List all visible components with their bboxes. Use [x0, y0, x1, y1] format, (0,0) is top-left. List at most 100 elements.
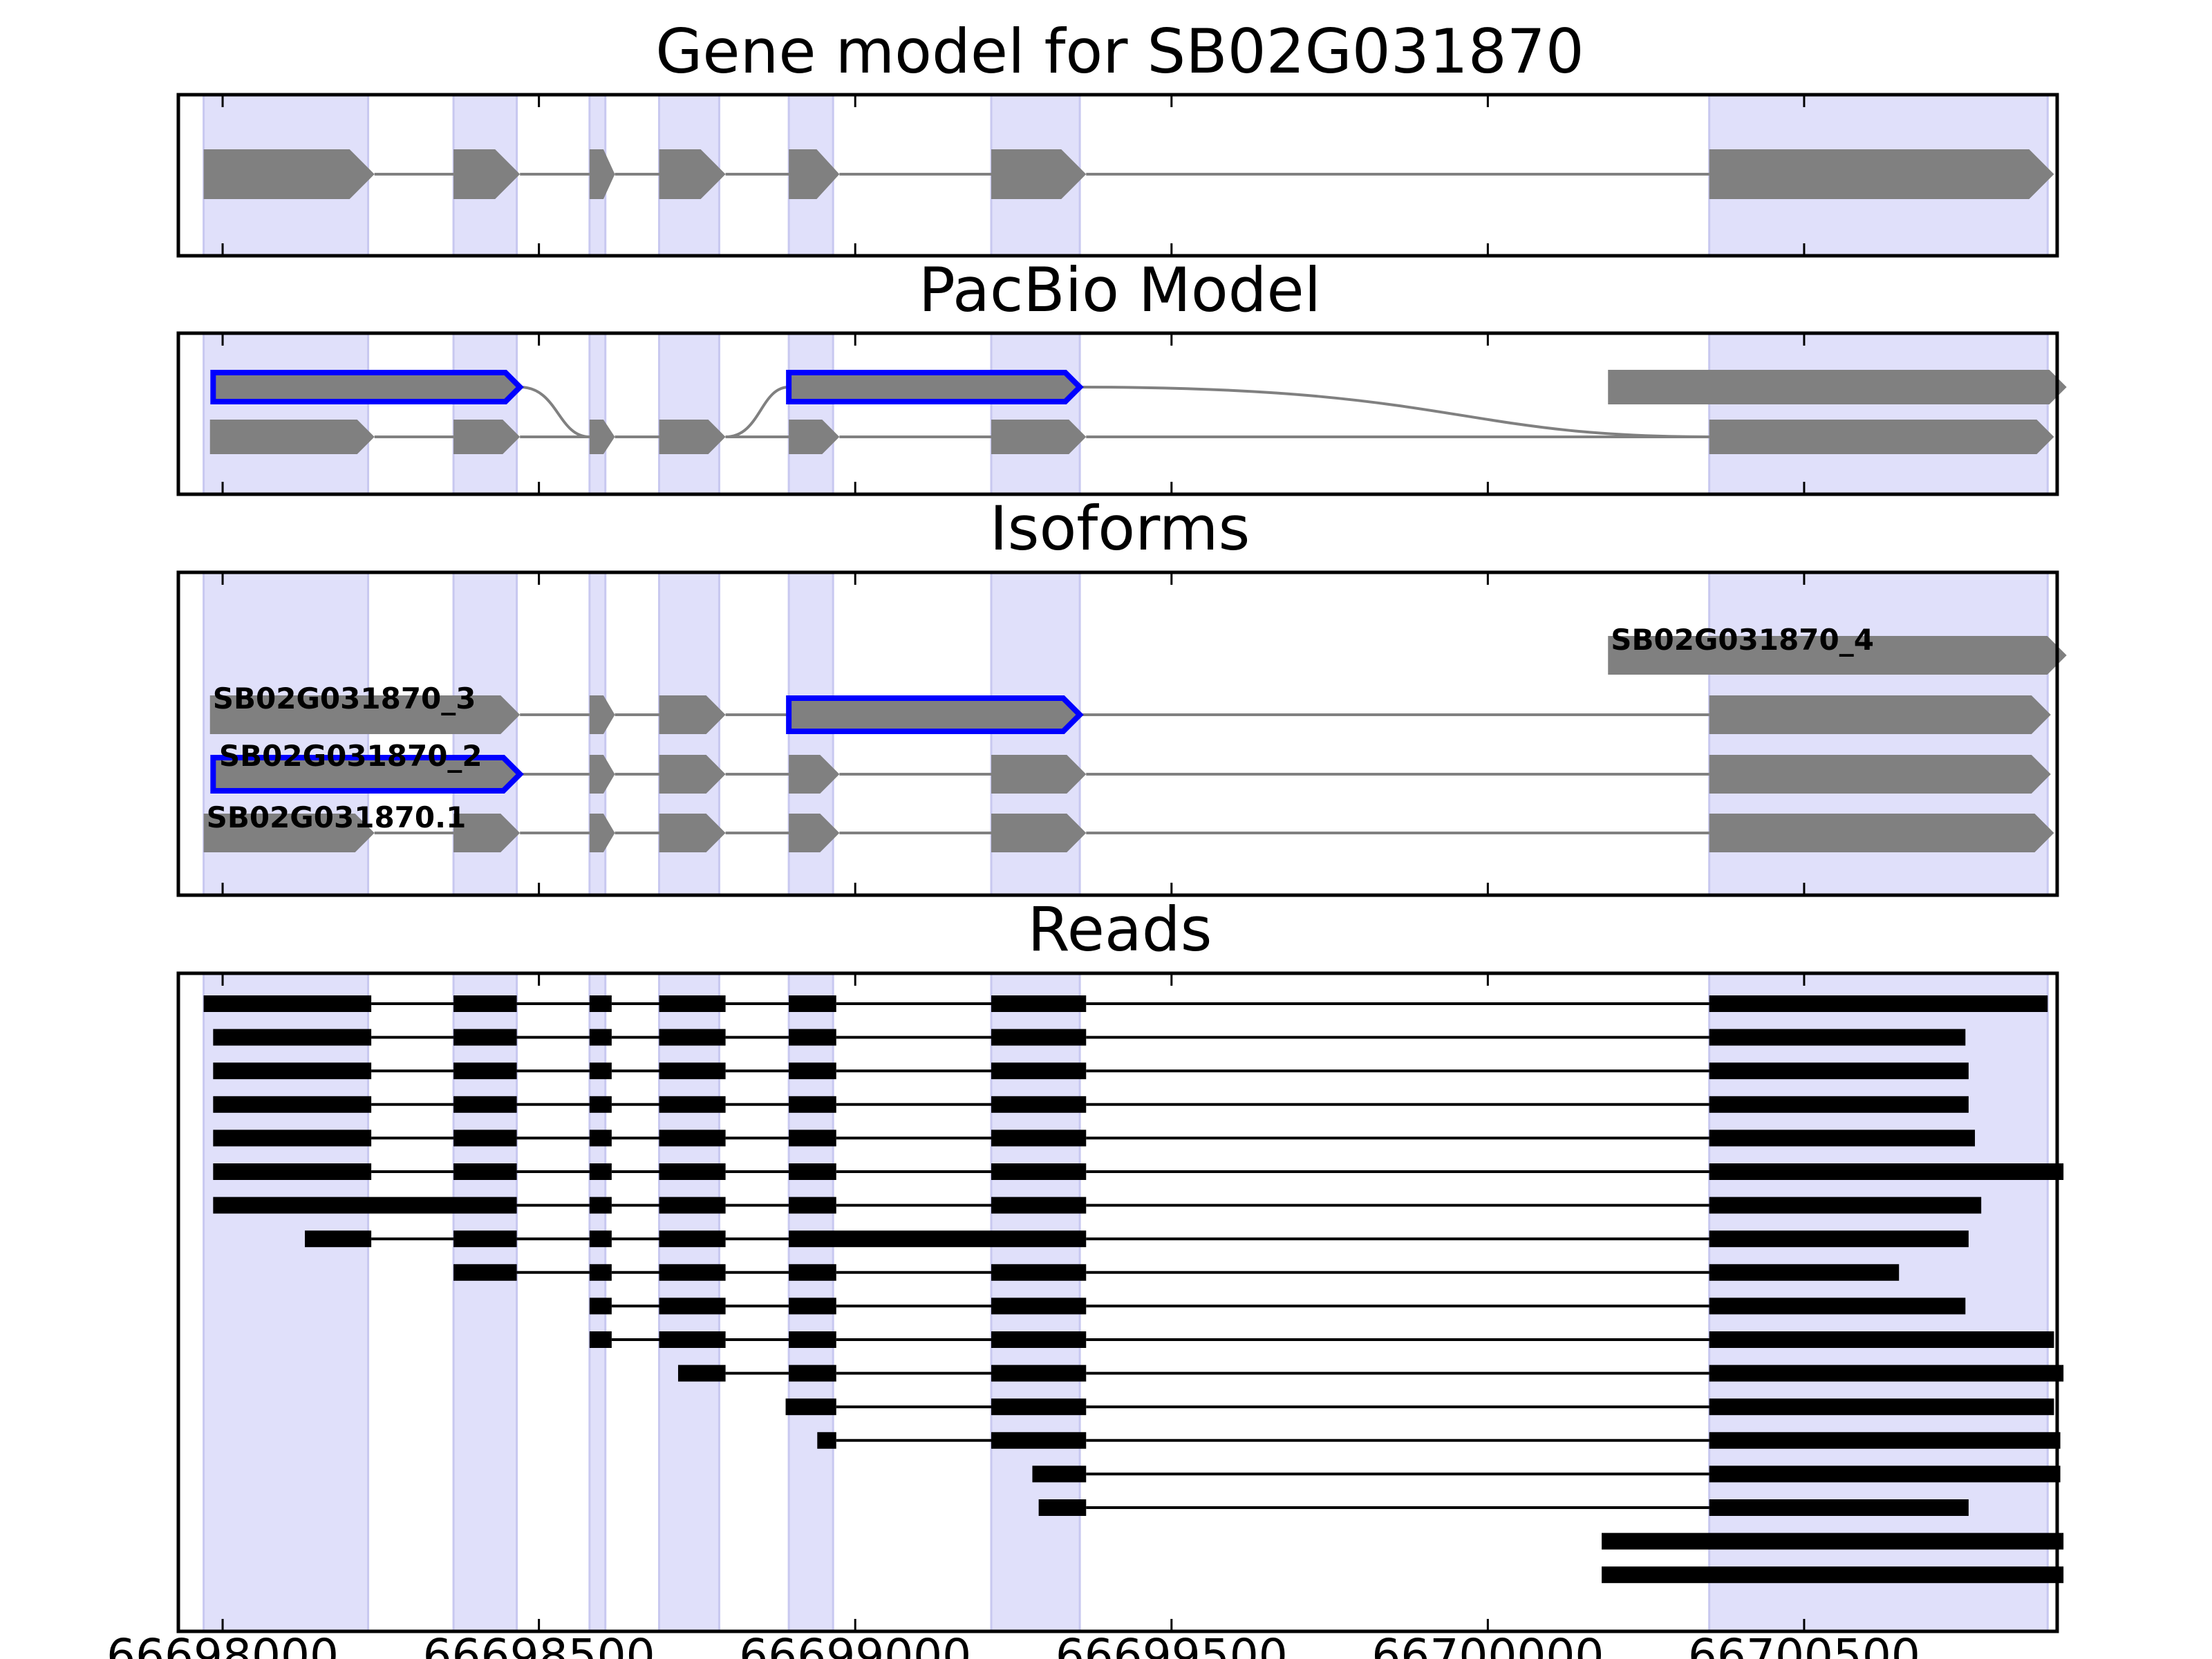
exon-band [787, 332, 834, 496]
highlighted-exon [210, 370, 524, 404]
exon [589, 420, 615, 454]
read-block [213, 1197, 517, 1214]
read-block [991, 1029, 1087, 1046]
read-block [213, 1029, 372, 1046]
exon [203, 814, 375, 852]
read-block [991, 1432, 1087, 1449]
highlighted-exon [786, 695, 1084, 734]
read-block [659, 1331, 726, 1348]
read-block [453, 1264, 517, 1281]
panel-title-gene-model: Gene model for SB02G031870 [655, 16, 1584, 87]
read-block [1709, 1365, 2064, 1382]
read-block [789, 1163, 836, 1180]
x-tick-label: 66698500 [423, 1629, 655, 1659]
exon [1709, 420, 2054, 454]
exon [453, 420, 521, 454]
read-block [789, 1264, 836, 1281]
read-block [589, 995, 612, 1012]
read-block [991, 1331, 1087, 1348]
read-block [659, 1264, 726, 1281]
read-block [991, 1096, 1087, 1113]
read-block [453, 1029, 517, 1046]
read-block [1709, 1197, 1982, 1214]
read-block [659, 995, 726, 1012]
highlighted-exon [210, 755, 524, 794]
read-block [1709, 1163, 2064, 1180]
exon-band [452, 332, 518, 496]
x-tick-label: 66699500 [1056, 1629, 1288, 1659]
read-block [1709, 1029, 1966, 1046]
exon [991, 755, 1087, 794]
x-tick-label: 66699000 [739, 1629, 971, 1659]
read-block [203, 995, 372, 1012]
read-block [213, 1062, 372, 1080]
read-block [789, 995, 836, 1012]
read-block [1602, 1533, 2064, 1550]
isoform-label: SB02G031870.1 [207, 800, 467, 834]
exon-band [203, 332, 370, 496]
exon [589, 149, 615, 199]
read-block [1709, 1432, 2061, 1449]
exon [1608, 370, 2067, 404]
exon-band [203, 972, 370, 1633]
read-block [789, 1365, 836, 1382]
exon [991, 420, 1087, 454]
splice-curve [1080, 386, 1709, 438]
exon [789, 814, 840, 852]
exon [659, 755, 726, 794]
read-block [453, 995, 517, 1012]
read-block [785, 1398, 836, 1416]
exon [1709, 149, 2054, 199]
exon [991, 149, 1087, 199]
read-block [589, 1197, 612, 1214]
exon [203, 149, 375, 199]
panel-frame [176, 971, 2059, 1633]
exon [991, 814, 1087, 852]
read-block [453, 1062, 517, 1080]
read-block [213, 1130, 372, 1147]
exon [1709, 755, 2051, 794]
exon [659, 420, 726, 454]
read-block [1709, 1465, 2061, 1483]
exon [789, 755, 840, 794]
read-block [589, 1230, 612, 1248]
exon [789, 149, 840, 199]
read-block [589, 1096, 612, 1113]
read-block [589, 1130, 612, 1147]
read-block [991, 995, 1087, 1012]
isoform-label: SB02G031870_3 [213, 682, 476, 715]
read-block [991, 1264, 1087, 1281]
read-block [1709, 1499, 1969, 1516]
exon [659, 149, 726, 199]
read-block [589, 1062, 612, 1080]
read-block [213, 1163, 372, 1180]
read-block [1602, 1566, 2064, 1584]
read-block [991, 1398, 1087, 1416]
read-block [789, 1331, 836, 1348]
read-block [453, 1230, 517, 1248]
isoform-label: SB02G031870_4 [1611, 623, 1874, 657]
panel-title-pacbio-model: PacBio Model [919, 254, 1321, 326]
read-block [1709, 1096, 1969, 1113]
read-block [789, 1197, 836, 1214]
exon [1608, 636, 2067, 675]
read-block [991, 1365, 1087, 1382]
read-block [1709, 995, 2048, 1012]
read-block [453, 1130, 517, 1147]
read-block [659, 1197, 726, 1214]
x-axis: 66698000 66698500 66699000 66699500 66700000… [106, 1629, 1920, 1659]
isoform-label: SB02G031870_2 [219, 739, 482, 773]
panel-frame [176, 570, 2059, 897]
read-block [1709, 1331, 2054, 1348]
exon-band [990, 332, 1081, 496]
exon [453, 149, 521, 199]
read-block [659, 1163, 726, 1180]
exon-band [588, 332, 607, 496]
read-block [659, 1130, 726, 1147]
exon-band [658, 332, 720, 496]
read-block [991, 1062, 1087, 1080]
read-block [1709, 1398, 2054, 1416]
exon [1709, 814, 2054, 852]
read-block [677, 1365, 726, 1382]
